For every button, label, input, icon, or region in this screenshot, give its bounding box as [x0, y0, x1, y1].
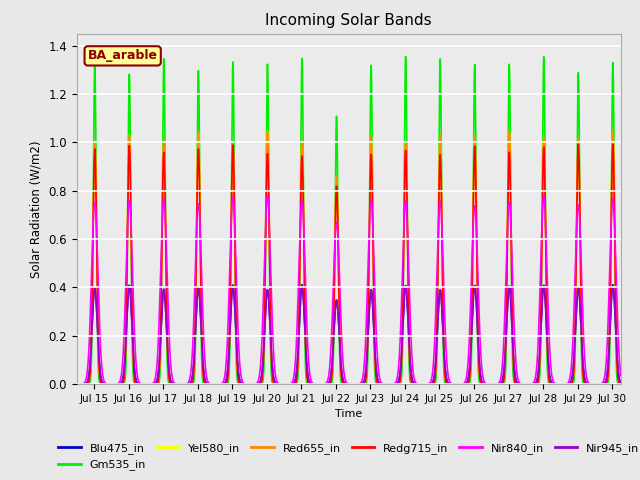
Nir945_in	[122, 332, 130, 337]
Yel580_in	[140, 381, 147, 387]
Gm535_in	[402, 54, 410, 60]
Nir840_in	[73, 381, 81, 387]
Redg715_in	[216, 381, 223, 387]
Red655_in	[122, 315, 130, 321]
Gm535_in	[508, 337, 516, 343]
Red655_in	[625, 381, 633, 387]
Yel580_in	[122, 315, 130, 321]
Yel580_in	[216, 381, 223, 387]
Red655_in	[508, 297, 516, 303]
Redg715_in	[625, 381, 633, 387]
Title: Incoming Solar Bands: Incoming Solar Bands	[266, 13, 432, 28]
Nir945_in	[625, 381, 633, 387]
Yel580_in	[625, 381, 633, 387]
Redg715_in	[73, 381, 81, 387]
Yel580_in	[508, 297, 516, 303]
Red655_in	[159, 181, 166, 187]
Nir840_in	[216, 381, 223, 387]
Line: Gm535_in: Gm535_in	[77, 57, 629, 384]
X-axis label: Time: Time	[335, 409, 362, 419]
Red655_in	[221, 381, 229, 387]
Gm535_in	[159, 148, 166, 154]
Redg715_in	[122, 318, 130, 324]
Gm535_in	[140, 381, 147, 387]
Red655_in	[73, 381, 81, 387]
Red655_in	[609, 128, 617, 134]
Y-axis label: Solar Radiation (W/m2): Solar Radiation (W/m2)	[30, 140, 43, 277]
Blu475_in	[508, 328, 516, 334]
Line: Yel580_in: Yel580_in	[77, 131, 629, 384]
Nir840_in	[264, 193, 271, 199]
Blu475_in	[221, 380, 229, 385]
Blu475_in	[140, 381, 147, 387]
Nir945_in	[216, 381, 223, 387]
Nir840_in	[221, 371, 229, 377]
Nir840_in	[140, 381, 147, 387]
Gm535_in	[73, 381, 81, 387]
Blu475_in	[216, 381, 223, 387]
Redg715_in	[609, 141, 617, 147]
Yel580_in	[609, 128, 617, 134]
Gm535_in	[122, 348, 130, 354]
Blu475_in	[122, 332, 130, 337]
Line: Redg715_in: Redg715_in	[77, 144, 629, 384]
Blu475_in	[625, 381, 633, 387]
Line: Nir840_in: Nir840_in	[77, 196, 629, 384]
Yel580_in	[73, 381, 81, 387]
Nir840_in	[508, 260, 516, 266]
Redg715_in	[159, 191, 166, 196]
Gm535_in	[216, 381, 223, 387]
Nir840_in	[625, 381, 633, 387]
Legend: Blu475_in, Gm535_in, Yel580_in, Red655_in, Redg715_in, Nir840_in, Nir945_in: Blu475_in, Gm535_in, Yel580_in, Red655_i…	[54, 439, 640, 475]
Red655_in	[216, 381, 223, 387]
Gm535_in	[625, 381, 633, 387]
Blu475_in	[298, 282, 306, 288]
Nir945_in	[159, 296, 166, 301]
Line: Blu475_in: Blu475_in	[77, 285, 629, 384]
Nir840_in	[159, 209, 166, 215]
Nir945_in	[298, 282, 306, 288]
Redg715_in	[508, 304, 516, 310]
Blu475_in	[159, 296, 166, 301]
Nir945_in	[221, 380, 229, 385]
Red655_in	[140, 381, 147, 387]
Nir945_in	[140, 381, 147, 387]
Redg715_in	[221, 381, 229, 387]
Gm535_in	[221, 381, 229, 387]
Nir840_in	[122, 265, 130, 271]
Text: BA_arable: BA_arable	[88, 49, 157, 62]
Yel580_in	[221, 381, 229, 387]
Nir945_in	[73, 381, 81, 387]
Line: Red655_in: Red655_in	[77, 131, 629, 384]
Yel580_in	[159, 181, 166, 187]
Nir945_in	[508, 328, 516, 334]
Line: Nir945_in: Nir945_in	[77, 285, 629, 384]
Redg715_in	[140, 381, 147, 387]
Blu475_in	[73, 381, 81, 387]
